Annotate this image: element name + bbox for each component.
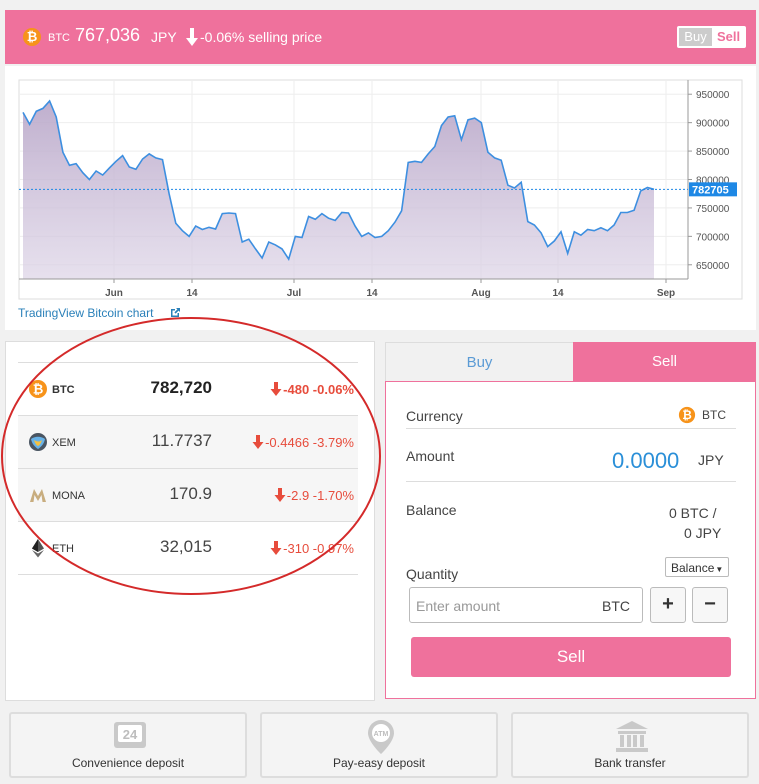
ticker-row-btc[interactable]: ₿ BTC 782,720 -480 -0.06%: [18, 362, 358, 415]
tile-label: Pay-easy deposit: [332, 756, 426, 770]
x-tick-label: Aug: [471, 288, 490, 299]
quantity-unit: BTC: [602, 598, 630, 614]
divider: [18, 574, 358, 575]
convenience-deposit-button[interactable]: 24 Convenience deposit: [9, 712, 247, 778]
tile-label: Convenience deposit: [71, 756, 185, 770]
tile-badge: ATM: [374, 731, 389, 738]
ticker-price: 32,015: [160, 537, 212, 556]
ethereum-icon: [32, 539, 44, 558]
ticker-change: -2.9 -1.70%: [274, 488, 354, 503]
divider: [406, 481, 736, 482]
x-tick-label: Sep: [657, 288, 675, 299]
buy-sell-toggle: Buy Sell: [677, 26, 746, 48]
header-price: 767,036: [75, 25, 141, 45]
amount-label: Amount: [406, 448, 455, 464]
external-link-icon[interactable]: [170, 307, 181, 318]
chart-area: [23, 101, 654, 279]
quantity-label: Quantity: [406, 566, 459, 582]
balance-dropdown-label: Balance: [671, 561, 715, 575]
bank-transfer-button[interactable]: Bank transfer: [511, 712, 749, 778]
sell-submit-button[interactable]: Sell: [411, 637, 731, 677]
bitcoin-icon: ₿: [23, 28, 41, 46]
ticker-row-mona[interactable]: MONA 170.9 -2.9 -1.70%: [18, 468, 358, 521]
down-arrow-icon: [252, 435, 264, 449]
increment-button[interactable]: +: [650, 587, 686, 623]
y-tick-label: 850000: [696, 147, 730, 158]
y-tick-label: 750000: [696, 204, 730, 215]
price-header: ₿ BTC 767,036 JPY -0.06% selling price B…: [5, 10, 756, 64]
pay-easy-deposit-button[interactable]: ATM Pay-easy deposit: [260, 712, 498, 778]
toggle-sell-button[interactable]: Sell: [716, 29, 741, 44]
monacoin-icon: [30, 489, 46, 502]
chart-panel: 950000 900000 850000 800000 750000 700000 6500…: [5, 66, 756, 330]
chart-line: [22, 99, 655, 261]
amount-unit: JPY: [698, 452, 724, 468]
tile-label: Bank transfer: [594, 756, 666, 770]
price-chart[interactable]: 950000 900000 850000 800000 750000 700000 6500…: [5, 66, 756, 330]
ticker-row-xem[interactable]: XEM 11.7737 -0.4466 -3.79%: [18, 415, 358, 468]
x-tick-label: 14: [186, 288, 198, 299]
x-tick-label: Jun: [105, 288, 123, 299]
ticker-symbol: MONA: [52, 490, 85, 502]
x-tick-label: 14: [552, 288, 564, 299]
quantity-placeholder: Enter amount: [416, 598, 501, 614]
ticker-price: 782,720: [150, 378, 212, 397]
y-tick-label: 700000: [696, 232, 730, 243]
tab-buy[interactable]: Buy: [385, 342, 574, 382]
annotation-ellipse: [1, 317, 381, 595]
down-arrow-icon: [270, 382, 282, 396]
tab-sell[interactable]: Sell: [573, 342, 756, 382]
y-tick-label: 650000: [696, 261, 730, 272]
ticker-symbol: ETH: [52, 543, 74, 555]
down-arrow-icon: [274, 488, 286, 502]
ticker-change-text: -480 -0.06%: [283, 382, 354, 397]
y-tick-label: 950000: [696, 90, 730, 101]
caret-down-icon: ▼: [715, 565, 724, 574]
current-price-label-box: [689, 182, 737, 197]
balance-jpy: 0 JPY: [684, 525, 722, 541]
current-price-label: 782705: [692, 184, 729, 196]
amount-value: 0.0000: [612, 448, 680, 473]
toggle-buy-button[interactable]: Buy: [679, 28, 712, 46]
currency-value[interactable]: BTC: [702, 408, 726, 422]
ticker-change: -0.4466 -3.79%: [252, 435, 354, 450]
ticker-change-text: -2.9 -1.70%: [286, 488, 354, 503]
ticker-symbol: BTC: [52, 384, 75, 396]
ticker-symbol: XEM: [52, 437, 76, 449]
bank-icon: [616, 721, 648, 752]
ticker-price: 170.9: [169, 484, 212, 503]
ticker-price: 11.7737: [151, 431, 212, 450]
balance-dropdown[interactable]: Balance▼: [665, 557, 729, 577]
header-currency: JPY: [151, 29, 177, 45]
ticker-row-eth[interactable]: ETH 32,015 -310 -0.97%: [18, 521, 358, 574]
decrement-button[interactable]: −: [692, 587, 728, 623]
down-arrow-icon: [270, 541, 282, 555]
ticker-change: -480 -0.06%: [270, 382, 354, 397]
balance-btc: 0 BTC /: [669, 505, 717, 521]
y-tick-label: 900000: [696, 119, 730, 130]
divider: [406, 428, 736, 429]
quantity-input[interactable]: Enter amount BTC: [409, 587, 643, 623]
nem-icon: [29, 433, 47, 451]
y-tick-label: 800000: [696, 176, 730, 187]
ticker-change-text: -0.4466 -3.79%: [265, 435, 354, 450]
convenience-store-24-icon: 24: [114, 722, 146, 748]
x-tick-label: Jul: [287, 288, 302, 299]
tradingview-chart-link[interactable]: TradingView Bitcoin chart: [18, 306, 154, 320]
header-symbol: BTC: [48, 32, 70, 44]
svg-text:₿: ₿: [33, 382, 44, 397]
tile-badge: 24: [123, 727, 138, 742]
x-tick-label: 14: [366, 288, 378, 299]
bitcoin-icon: ₿: [678, 406, 696, 424]
header-change: -0.06% selling price: [200, 29, 323, 45]
down-arrow-icon: [186, 28, 198, 46]
balance-label: Balance: [406, 502, 457, 518]
atm-icon: ATM: [368, 720, 394, 754]
svg-text:₿: ₿: [682, 409, 692, 422]
bitcoin-icon: ₿: [29, 380, 47, 398]
currency-label: Currency: [406, 408, 463, 424]
